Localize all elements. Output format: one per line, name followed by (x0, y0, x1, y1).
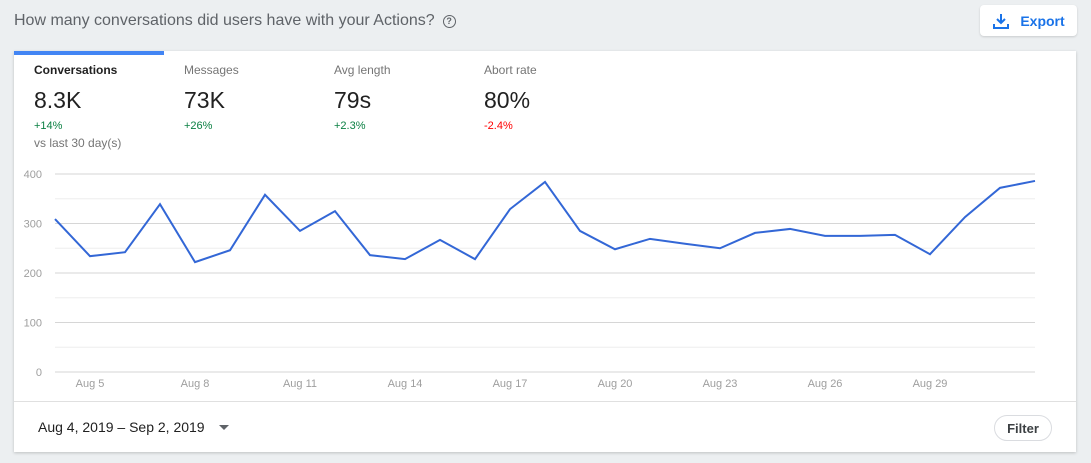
x-tick-label: Aug 14 (388, 378, 423, 390)
filter-button[interactable]: Filter (994, 415, 1052, 441)
tab-avg-length[interactable]: Avg length 79s +2.3% (334, 63, 391, 132)
metric-label: Messages (184, 63, 239, 77)
metric-value: 73K (184, 87, 225, 113)
export-label: Export (1020, 12, 1065, 29)
y-tick-label: 200 (24, 268, 42, 280)
x-tick-label: Aug 29 (913, 378, 948, 390)
metric-label: Abort rate (484, 63, 537, 77)
download-icon (993, 13, 1010, 29)
series-line (54, 179, 1036, 264)
x-tick-label: Aug 26 (808, 378, 843, 390)
export-button[interactable]: Export (980, 5, 1077, 36)
card-footer: Aug 4, 2019 – Sep 2, 2019 Filter (14, 401, 1076, 452)
active-tab-indicator (14, 51, 164, 55)
metric-value: 79s (334, 87, 372, 113)
metric-change: -2.4% (484, 120, 513, 132)
title-text: How many conversations did users have wi… (14, 12, 435, 29)
tab-messages[interactable]: Messages 73K +26% (184, 63, 239, 132)
x-tick-label: Aug 5 (76, 378, 105, 390)
y-tick-label: 100 (24, 318, 42, 330)
metric-label: Conversations (34, 63, 118, 77)
date-range-selector[interactable]: Aug 4, 2019 – Sep 2, 2019 (38, 419, 229, 435)
metric-change: +26% (184, 120, 213, 132)
x-tick-label: Aug 20 (598, 378, 633, 390)
metric-change: +14% (34, 120, 63, 132)
y-tick-label: 400 (24, 169, 42, 181)
tab-conversations[interactable]: Conversations 8.3K +14% vs last 30 day(s… (34, 63, 121, 150)
caret-down-icon (218, 424, 229, 430)
metric-label: Avg length (334, 63, 391, 77)
metrics-card: Conversations 8.3K +14% vs last 30 day(s… (14, 51, 1076, 452)
y-tick-label: 0 (36, 367, 42, 379)
help-circle-icon[interactable]: ? (442, 14, 456, 28)
date-range-label: Aug 4, 2019 – Sep 2, 2019 (38, 419, 205, 435)
metric-change: +2.3% (334, 120, 366, 132)
x-tick-label: Aug 8 (181, 378, 210, 390)
line-chart: 0 100 200 300 400 Aug 5 Aug 8 Aug 11 Aug 14 Aug 1… (24, 169, 1036, 390)
tab-abort-rate[interactable]: Abort rate 80% -2.4% (484, 63, 537, 132)
y-tick-label: 300 (24, 219, 42, 231)
x-tick-label: Aug 17 (493, 378, 528, 390)
metric-value: 8.3K (34, 87, 82, 113)
x-tick-label: Aug 23 (703, 378, 738, 390)
metric-comparison: vs last 30 day(s) (34, 136, 122, 150)
page-title: How many conversations did users have wi… (14, 12, 456, 30)
metric-value: 80% (484, 87, 531, 113)
x-tick-label: Aug 11 (283, 378, 317, 390)
